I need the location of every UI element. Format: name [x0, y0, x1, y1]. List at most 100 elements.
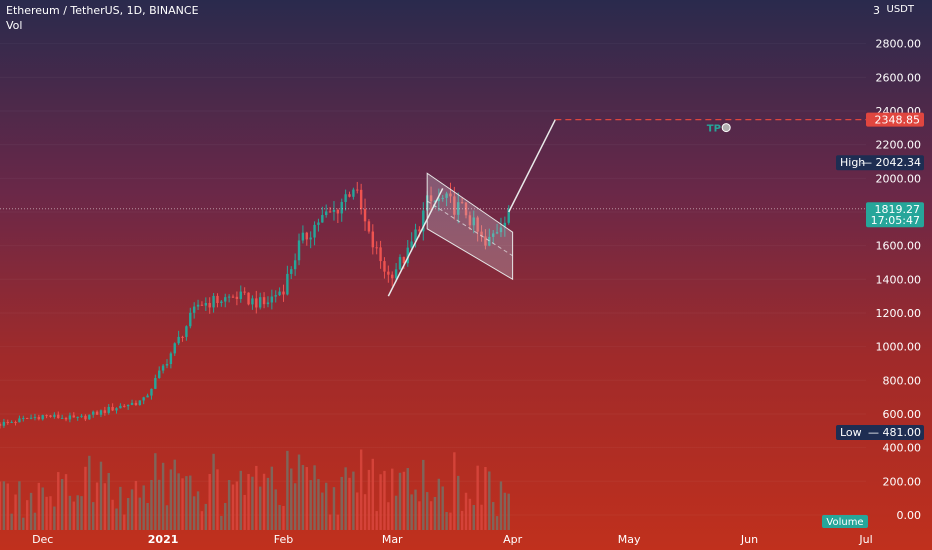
candle — [53, 414, 56, 417]
low-badge-bg — [836, 424, 924, 440]
candle — [123, 405, 126, 407]
volume-bar — [328, 514, 332, 530]
candle — [177, 336, 180, 344]
volume-bar — [278, 504, 281, 530]
volume-bar — [10, 513, 13, 530]
volume-bar — [76, 495, 79, 530]
time-tick-label: 2021 — [148, 533, 179, 546]
volume-bar — [418, 501, 421, 530]
candle — [464, 202, 468, 216]
volume-bar — [247, 474, 250, 530]
volume-bar — [363, 494, 367, 530]
high-badge-label: High — [840, 156, 865, 169]
candle — [130, 402, 134, 405]
projection-line — [508, 119, 556, 213]
price-tick-label: 3 — [873, 4, 880, 17]
candle — [453, 196, 456, 215]
high-badge-bg — [836, 155, 924, 171]
volume-bar — [142, 485, 145, 530]
volume-badge: Volume — [822, 515, 868, 528]
candle — [460, 202, 464, 204]
candle — [45, 415, 48, 417]
candle — [243, 291, 246, 293]
candle — [503, 222, 507, 228]
volume-bar — [53, 506, 56, 530]
low-badge: Low — 481.00 — [836, 424, 924, 440]
candle — [293, 260, 297, 270]
candle — [332, 209, 336, 212]
candle — [189, 312, 192, 327]
volume-bar — [441, 486, 444, 530]
candle — [363, 208, 367, 222]
volume-bar — [468, 498, 472, 530]
candle — [297, 240, 301, 261]
volume-bar — [286, 450, 289, 530]
volume-bar — [123, 514, 126, 530]
candle — [158, 370, 161, 379]
volume-bar — [235, 481, 239, 530]
candle — [394, 269, 398, 279]
volume-bar — [22, 517, 25, 530]
candle — [352, 189, 355, 197]
volume-bar — [80, 496, 83, 530]
candle — [499, 227, 503, 233]
volume-bar — [433, 496, 437, 530]
volume-bar — [165, 505, 169, 530]
candle — [231, 296, 235, 298]
candle — [227, 296, 231, 298]
candle — [375, 247, 378, 249]
volume-bar — [72, 501, 75, 530]
volume-bar — [336, 514, 340, 530]
volume-bar — [134, 480, 138, 530]
price-tick-label: 1000.00 — [876, 341, 922, 354]
candle — [328, 211, 332, 213]
time-tick-label: Jul — [858, 533, 872, 546]
candle — [429, 195, 433, 202]
candle — [348, 194, 351, 197]
candle — [208, 302, 211, 308]
candle — [340, 201, 343, 214]
candle — [282, 291, 285, 295]
candle — [22, 418, 25, 420]
tp-label: TP — [707, 124, 721, 135]
volume-indicator-label[interactable]: Vol — [6, 19, 23, 32]
candle — [251, 298, 254, 305]
volume-bar — [258, 486, 262, 530]
price-tick-label: 400.00 — [883, 442, 922, 455]
volume-bar — [192, 496, 196, 530]
candle — [76, 416, 79, 418]
volume-bar — [18, 481, 21, 530]
volume-bar — [457, 475, 460, 530]
volume-badge-bg — [822, 515, 868, 528]
volume-bar — [387, 502, 390, 530]
volume-bar — [130, 489, 134, 530]
candle — [495, 232, 499, 234]
volume-bar — [394, 495, 398, 530]
volume-bar — [290, 468, 293, 530]
candle — [383, 261, 386, 272]
volume-bar — [33, 512, 37, 530]
candle — [41, 415, 44, 420]
volume-bar — [196, 491, 200, 530]
volume-bar — [472, 505, 475, 530]
volume-bar — [29, 492, 33, 530]
candle — [414, 229, 417, 242]
candle — [185, 326, 188, 337]
price-tick-label: 2800.00 — [876, 38, 922, 51]
candle — [99, 410, 103, 415]
volume-bar — [398, 472, 402, 530]
volume-bar — [480, 504, 483, 530]
candle — [134, 402, 138, 406]
candle — [126, 404, 130, 407]
volume-bar — [309, 480, 312, 530]
volume-bar — [25, 500, 29, 530]
volume-bar — [41, 487, 44, 530]
volume-bar — [293, 483, 297, 530]
volume-bar — [111, 499, 114, 530]
high-badge-value: — 2042.34 — [861, 156, 921, 169]
volume-bar — [383, 470, 386, 530]
candle — [216, 295, 219, 304]
